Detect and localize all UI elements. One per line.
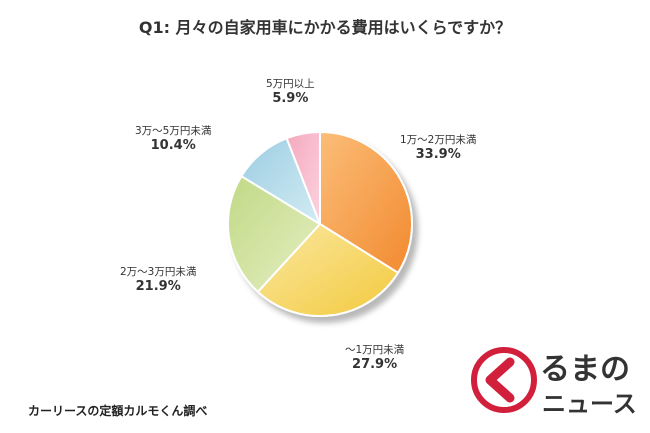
- slice-label-1: 1万〜2万円未満 33.9%: [400, 133, 476, 163]
- slice-label-5-name: 5万円以上: [266, 78, 315, 90]
- slice-label-1-value: 33.9%: [415, 147, 461, 162]
- slice-label-1-name: 1万〜2万円未満: [400, 134, 477, 146]
- slice-label-2: 〜1万円未満 27.9%: [345, 343, 404, 373]
- slice-label-4-value: 10.4%: [150, 138, 196, 153]
- source-note: カーリースの定額カルモくん調べ: [28, 404, 208, 418]
- slice-label-3-name: 2万〜3万円未満: [120, 266, 197, 278]
- pie-slice-2: [256, 222, 400, 317]
- slice-label-4-name: 3万〜5万円未満: [135, 125, 212, 137]
- slice-label-2-name: 〜1万円未満: [345, 344, 405, 356]
- slice-label-3-value: 21.9%: [135, 279, 181, 294]
- slice-label-5: 5万円以上 5.9%: [266, 77, 315, 107]
- slice-label-5-value: 5.9%: [272, 91, 309, 106]
- chart-title: Q1: 月々の自家用車にかかる費用はいくらですか？: [138, 18, 512, 37]
- logo: るまの ニュース: [468, 338, 643, 428]
- slice-label-3: 2万〜3万円未満 21.9%: [120, 265, 196, 295]
- logo-line2: ニュース: [542, 390, 637, 418]
- slice-label-4: 3万〜5万円未満 10.4%: [135, 124, 211, 154]
- pie-slice-5: [285, 130, 321, 225]
- pie-slice-3: [227, 174, 322, 294]
- logo-mark: [471, 347, 537, 413]
- slice-label-2-value: 27.9%: [352, 357, 398, 372]
- logo-line1: るまの: [540, 352, 630, 387]
